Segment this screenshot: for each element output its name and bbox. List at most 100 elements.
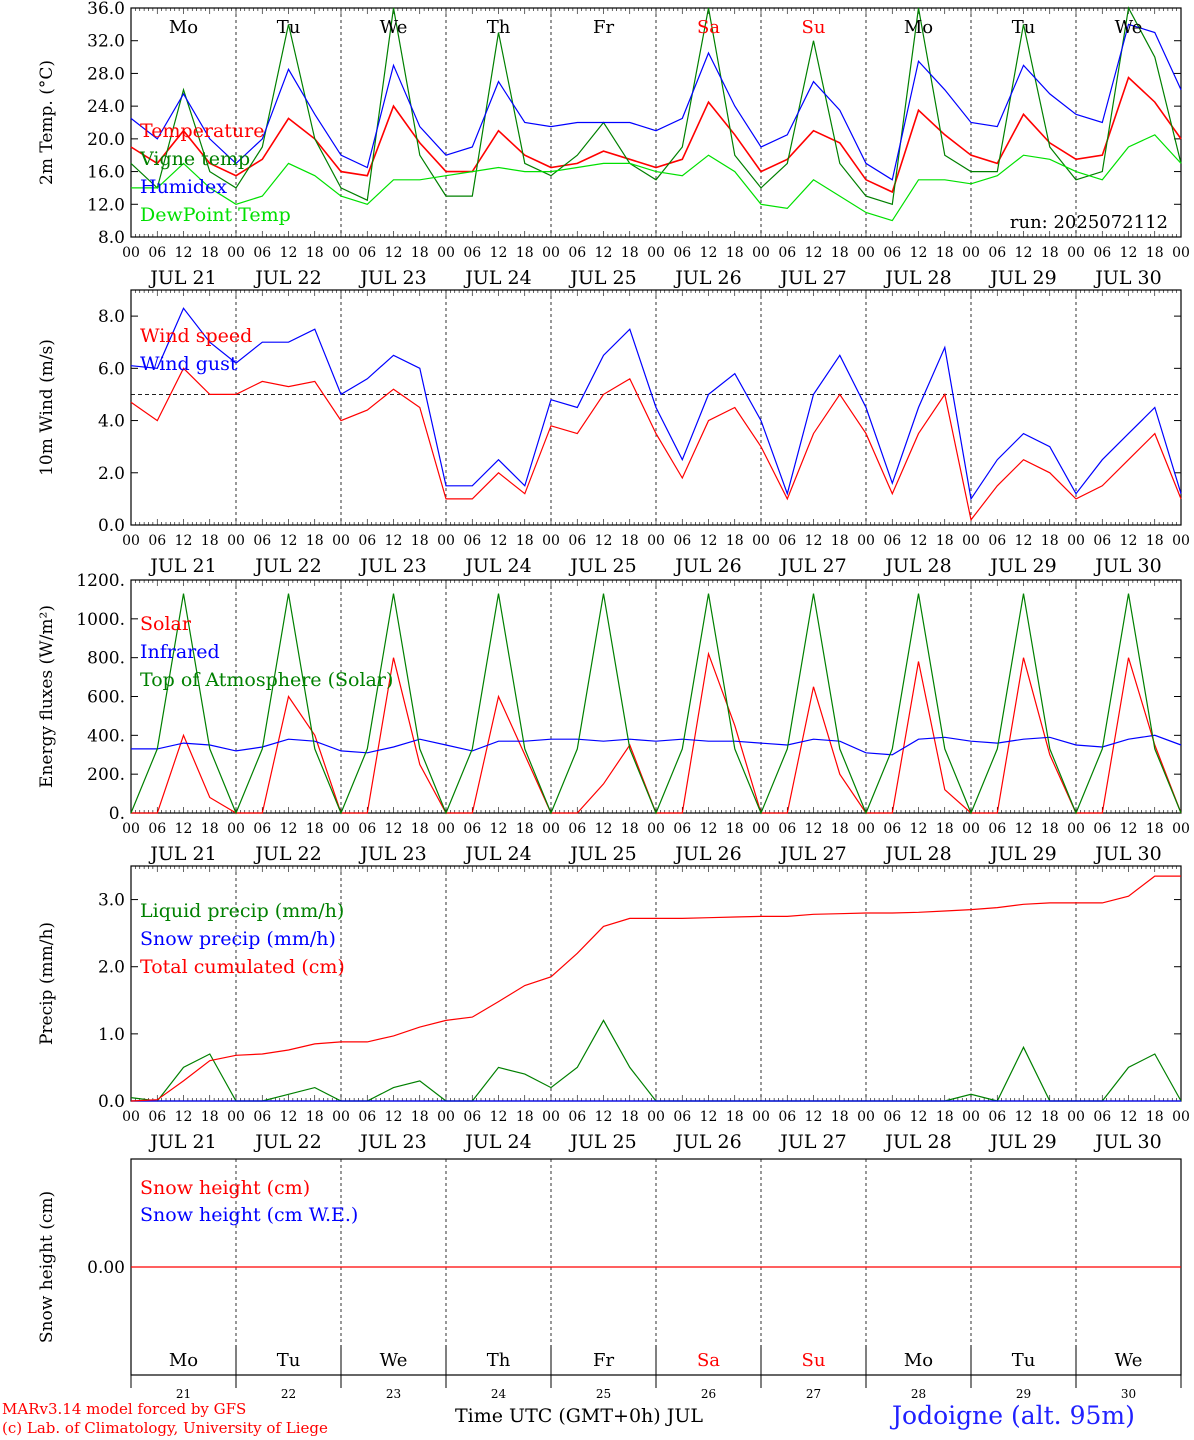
date-label: JUL 29 (988, 267, 1056, 289)
panel-0-y-tick-label: 12.0 (87, 195, 125, 215)
date-label: JUL 28 (883, 555, 951, 577)
weekday-label: Mo (169, 17, 198, 38)
hour-tick-label: 06 (358, 821, 376, 837)
legend-entry-2-1: Infrared (140, 641, 220, 663)
hour-tick-label: 06 (463, 1109, 481, 1125)
weekday-label: We (1115, 17, 1143, 38)
date-label: JUL 26 (673, 843, 741, 865)
hour-tick-label: 18 (1041, 245, 1059, 261)
hour-tick-label: 18 (1146, 821, 1164, 837)
hour-tick-label: 18 (201, 533, 219, 549)
hour-tick-label: 12 (700, 1109, 718, 1125)
panel-2-y-tick-label: 800. (87, 649, 125, 669)
weekday-label: Sa (697, 17, 720, 38)
hour-tick-label: 18 (1146, 533, 1164, 549)
hour-tick-label: 06 (988, 1109, 1006, 1125)
hour-tick-label: 12 (1120, 245, 1138, 261)
date-label: JUL 25 (568, 1131, 636, 1153)
hour-tick-label: 18 (936, 533, 954, 549)
hour-tick-label: 06 (883, 533, 901, 549)
hour-tick-label: 00 (962, 821, 980, 837)
hour-tick-label: 18 (831, 821, 849, 837)
hour-tick-label: 00 (227, 821, 245, 837)
panel-1-y-tick-label: 0.0 (98, 516, 125, 536)
weekday-label: Th (487, 17, 511, 38)
hour-tick-label: 00 (437, 1109, 455, 1125)
hour-tick-label: 12 (595, 245, 613, 261)
hour-tick-label: 18 (1041, 821, 1059, 837)
hour-tick-label: 06 (253, 1109, 271, 1125)
hour-tick-label: 00 (332, 1109, 350, 1125)
bottom-weekday-label: We (1115, 1350, 1143, 1371)
hour-tick-label: 12 (910, 821, 928, 837)
hour-tick-label: 00 (857, 1109, 875, 1125)
weekday-label: Su (802, 17, 826, 38)
date-label: JUL 28 (883, 843, 951, 865)
panel-1-y-tick-label: 6.0 (98, 359, 125, 379)
hour-tick-label: 12 (1120, 533, 1138, 549)
hour-tick-label: 06 (568, 821, 586, 837)
bottom-day-label: 28 (911, 1387, 926, 1401)
date-label: JUL 24 (463, 1131, 531, 1153)
hour-tick-label: 12 (385, 821, 403, 837)
panel-1-y-tick-label: 8.0 (98, 307, 125, 327)
legend-entry-2-0: Solar (140, 613, 192, 635)
hour-tick-label: 12 (490, 533, 508, 549)
credit-line-1: MARv3.14 model forced by GFS (2, 1400, 247, 1418)
bottom-weekday-label: Su (802, 1350, 826, 1371)
hour-tick-label: 18 (621, 821, 639, 837)
hour-tick-label: 18 (306, 245, 324, 261)
hour-tick-label: 00 (437, 245, 455, 261)
hour-tick-label: 00 (857, 245, 875, 261)
hour-tick-label: 18 (936, 245, 954, 261)
hour-tick-label: 12 (175, 533, 193, 549)
date-label: JUL 24 (463, 555, 531, 577)
bottom-day-label: 30 (1121, 1387, 1136, 1401)
hour-tick-label: 12 (1120, 821, 1138, 837)
date-label: JUL 28 (883, 1131, 951, 1153)
hour-tick-label: 06 (1093, 533, 1111, 549)
hour-tick-label: 12 (700, 821, 718, 837)
hour-tick-label: 18 (1146, 1109, 1164, 1125)
bottom-weekday-label: Fr (593, 1350, 614, 1371)
hour-tick-label: 06 (463, 821, 481, 837)
hour-tick-label: 12 (805, 821, 823, 837)
bottom-day-label: 23 (386, 1387, 401, 1401)
hour-tick-label: 00 (647, 533, 665, 549)
hour-tick-label: 06 (568, 245, 586, 261)
date-label: JUL 22 (253, 1131, 321, 1153)
date-label: JUL 27 (778, 1131, 846, 1153)
x-axis-title: Time UTC (GMT+0h) JUL (455, 1405, 703, 1427)
panel-0-y-tick-label: 16.0 (87, 163, 125, 183)
date-label: JUL 28 (883, 267, 951, 289)
date-label: JUL 26 (673, 555, 741, 577)
hour-tick-label: 00 (542, 245, 560, 261)
date-label: JUL 26 (673, 1131, 741, 1153)
hour-tick-label: 12 (910, 533, 928, 549)
hour-tick-label: 00 (227, 245, 245, 261)
hour-tick-label: 06 (358, 245, 376, 261)
legend-entry-0-0: Temperature (140, 120, 264, 142)
legend-entry-1-0: Wind speed (140, 325, 252, 347)
panel-3-y-tick-label: 1.0 (98, 1025, 125, 1045)
hour-tick-label: 18 (306, 821, 324, 837)
hour-tick-label: 12 (1015, 245, 1033, 261)
bottom-day-label: 24 (491, 1387, 507, 1401)
date-label: JUL 21 (148, 843, 216, 865)
hour-tick-label: 18 (831, 1109, 849, 1125)
hour-tick-label: 00 (1172, 245, 1190, 261)
hour-tick-label: 12 (280, 533, 298, 549)
hour-tick-label: 18 (201, 821, 219, 837)
hour-tick-label: 12 (280, 821, 298, 837)
hour-tick-label: 00 (227, 1109, 245, 1125)
hour-tick-label: 18 (1041, 533, 1059, 549)
date-label: JUL 21 (148, 267, 216, 289)
hour-tick-label: 12 (595, 821, 613, 837)
hour-tick-label: 06 (253, 245, 271, 261)
hour-tick-label: 18 (726, 533, 744, 549)
date-label: JUL 27 (778, 267, 846, 289)
hour-tick-label: 06 (148, 821, 166, 837)
hour-tick-label: 00 (122, 1109, 140, 1125)
hour-tick-label: 18 (726, 821, 744, 837)
panel-0-y-tick-label: 8.0 (98, 228, 125, 248)
